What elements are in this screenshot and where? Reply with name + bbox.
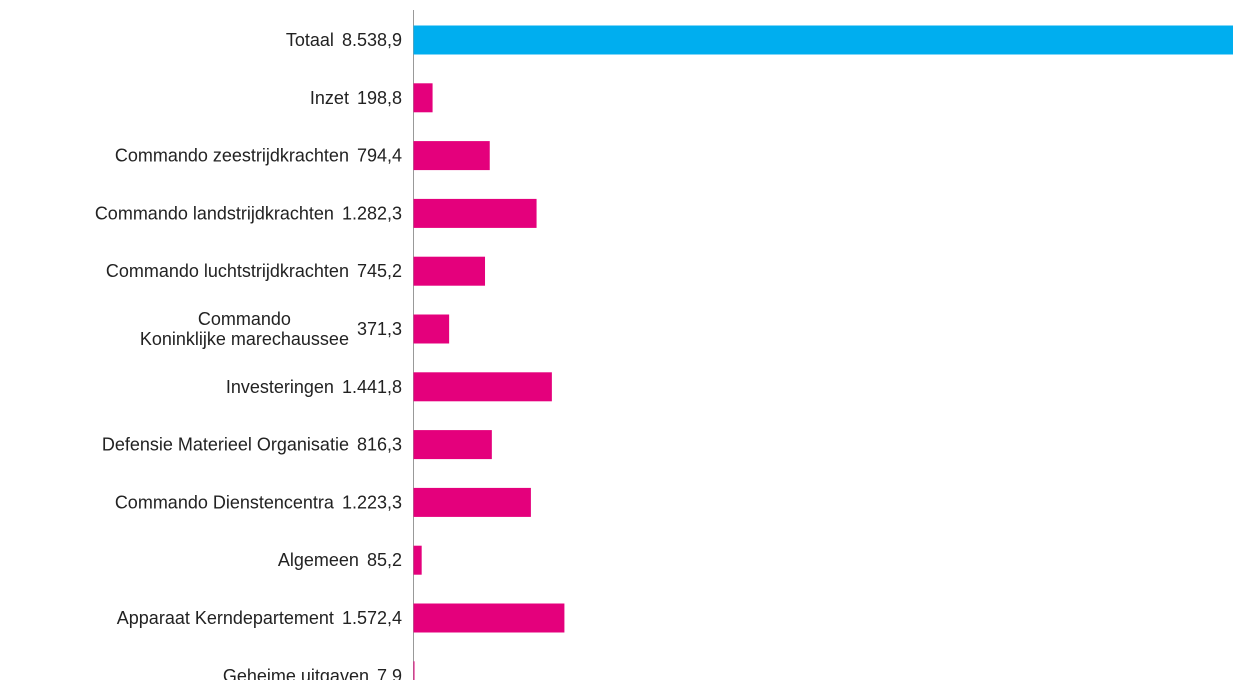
value-label-commando-dienstencentra: 1.223,3 [342,492,402,512]
category-label-commando-landstrijdkrachten: Commando landstrijdkrachten [95,203,334,223]
category-label-commando-luchtstrijdkrachten: Commando luchtstrijdkrachten [106,261,349,281]
bar-geheime-uitgaven [413,661,415,680]
category-label-defensie-materieel-organisatie: Defensie Materieel Organisatie [102,435,349,455]
value-label-apparaat-kerndepartement: 1.572,4 [342,608,402,628]
value-label-geheime-uitgaven: 7,9 [377,666,402,680]
value-label-defensie-materieel-organisatie: 816,3 [357,435,402,455]
value-label-commando-koninklijke-marechaussee: 371,3 [357,319,402,339]
bar-totaal [413,25,1233,55]
category-label-inzet: Inzet [310,88,349,108]
category-label-commando-zeestrijdkrachten: Commando zeestrijdkrachten [115,146,349,166]
bar-apparaat-kerndepartement [413,603,565,633]
bar-commando-landstrijdkrachten [413,198,537,228]
category-label-commando-koninklijke-marechaussee-line-1: Commando [198,309,291,329]
value-label-commando-luchtstrijdkrachten: 745,2 [357,261,402,281]
value-label-algemeen: 85,2 [367,550,402,570]
value-label-commando-zeestrijdkrachten: 794,4 [357,146,402,166]
category-label-investeringen: Investeringen [226,377,334,397]
category-label-algemeen: Algemeen [278,550,359,570]
category-label-apparaat-kerndepartement: Apparaat Kerndepartement [117,608,334,628]
category-label-commando-dienstencentra: Commando Dienstencentra [115,492,335,512]
value-label-commando-landstrijdkrachten: 1.282,3 [342,203,402,223]
bar-commando-dienstencentra [413,487,531,517]
bar-investeringen [413,372,552,402]
category-label-geheime-uitgaven: Geheime uitgaven [223,666,369,680]
bar-commando-zeestrijdkrachten [413,141,490,171]
value-label-investeringen: 1.441,8 [342,377,402,397]
bar-commando-luchtstrijdkrachten [413,256,486,286]
category-label-totaal: Totaal [286,30,334,50]
category-label-commando-koninklijke-marechaussee-line-2: Koninklijke marechaussee [140,329,349,349]
value-label-inzet: 198,8 [357,88,402,108]
bar-rows: 8.538,9 Totaal 198,8 Inzet 794,4 Commando zee… [95,25,1233,680]
bar-commando-koninklijke-marechaussee [413,314,450,344]
bar-defensie-materieel-organisatie [413,430,492,460]
value-label-totaal: 8.538,9 [342,30,402,50]
bar-inzet [413,83,433,113]
bar-algemeen [413,545,422,575]
